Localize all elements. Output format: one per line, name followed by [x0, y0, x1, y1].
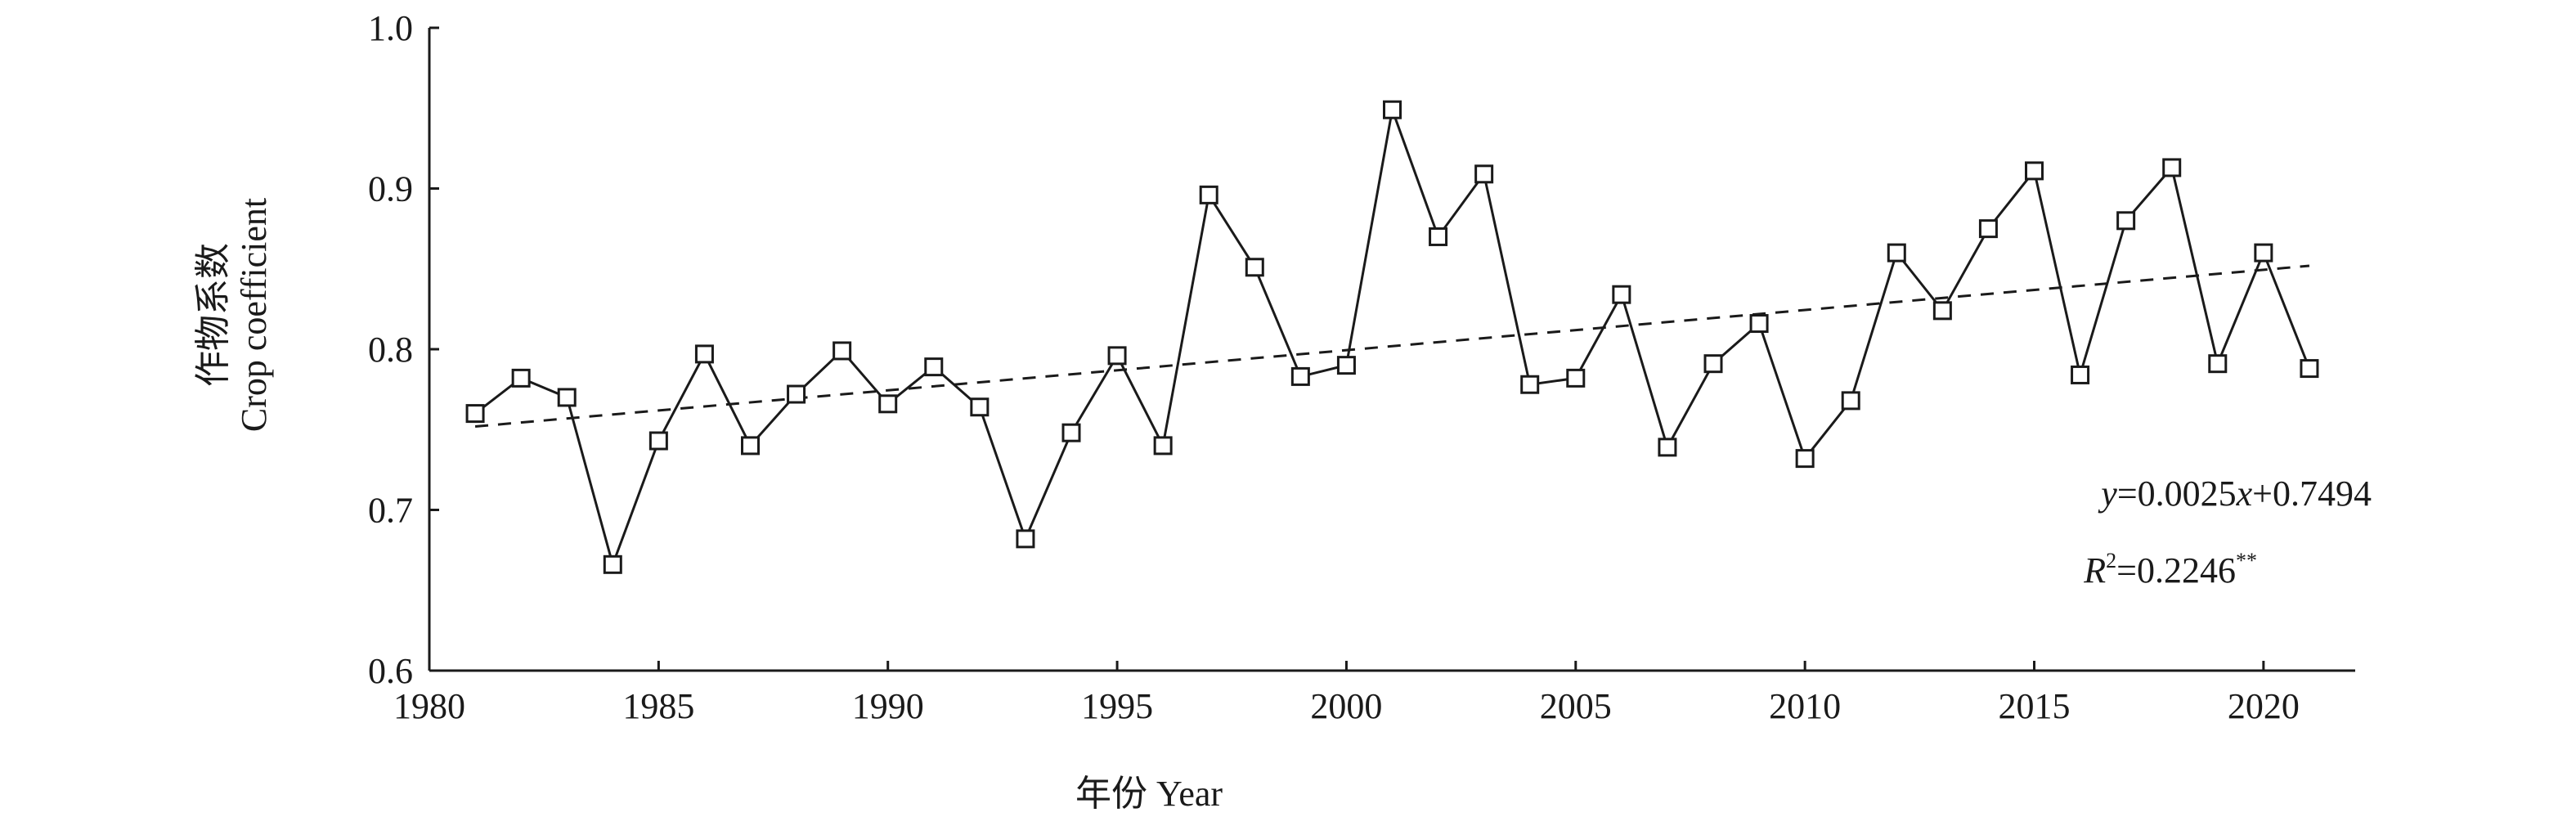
data-point-marker	[1061, 423, 1081, 442]
x-tick-label: 2015	[1999, 686, 2071, 726]
data-point-marker	[2300, 359, 2319, 379]
data-point-marker	[1336, 356, 1356, 375]
data-point-marker	[741, 436, 760, 456]
data-point-marker	[1566, 368, 1586, 388]
data-point-marker	[1153, 436, 1173, 456]
data-point-marker	[1795, 449, 1815, 469]
data-point-marker	[694, 344, 714, 364]
data-point-marker	[2208, 354, 2228, 374]
x-tick-label: 1980	[393, 686, 465, 726]
data-point-marker	[465, 404, 485, 424]
x-tick-label: 2020	[2228, 686, 2300, 726]
y-tick-label: 0.8	[368, 330, 413, 370]
x-axis-label: 年份 Year	[1075, 774, 1223, 814]
y-axis-label-line1: 作物系数	[193, 243, 233, 387]
trendline-group	[474, 264, 2310, 429]
data-point-marker	[787, 384, 806, 404]
data-point-marker	[878, 394, 898, 414]
data-point-marker	[1749, 314, 1769, 334]
data-point-marker	[2025, 161, 2044, 181]
data-point-marker	[1978, 219, 1998, 239]
data-point-marker	[2071, 365, 2090, 384]
data-point-marker	[511, 368, 531, 388]
data-point-marker	[1932, 301, 1952, 321]
trend-equation: y=0.0025x+0.7494	[2098, 474, 2372, 514]
series-group	[465, 100, 2319, 574]
data-point-marker	[1429, 227, 1448, 246]
data-point-marker	[1199, 185, 1218, 204]
x-tick-label: 1985	[622, 686, 694, 726]
data-point-marker	[924, 357, 944, 377]
data-point-marker	[2254, 243, 2273, 263]
x-axis-ticks: 1980 1985 1990 1995 2000 2005 2010 2015 2020	[393, 661, 2300, 726]
data-point-marker	[1290, 366, 1310, 386]
x-tick-label: 2010	[1769, 686, 1841, 726]
data-point-marker	[1383, 100, 1402, 119]
data-point-marker	[832, 341, 852, 361]
trendline	[474, 264, 2310, 429]
axes	[428, 28, 2355, 672]
y-tick-label: 0.6	[368, 651, 413, 691]
data-point-marker	[1107, 346, 1127, 366]
data-point-marker	[1520, 375, 1540, 394]
data-point-marker	[970, 397, 990, 417]
y-tick-label: 0.7	[368, 491, 413, 531]
x-tick-label: 2005	[1540, 686, 1612, 726]
x-tick-label: 1990	[852, 686, 924, 726]
data-point-marker	[2162, 158, 2182, 177]
x-tick-label: 1995	[1081, 686, 1153, 726]
data-point-marker	[1016, 529, 1035, 549]
data-point-marker	[1658, 438, 1677, 457]
data-point-marker	[1703, 354, 1723, 374]
y-axis-label-line2: Crop coefficient	[234, 198, 274, 432]
data-point-marker	[557, 388, 577, 407]
y-tick-label: 0.9	[368, 169, 413, 209]
data-point-marker	[1841, 391, 1860, 411]
data-point-marker	[1612, 285, 1631, 304]
y-axis-ticks: 0.6 0.7 0.8 0.9 1.0	[368, 8, 439, 691]
data-point-marker	[1245, 258, 1264, 277]
data-point-marker	[648, 431, 668, 451]
data-point-marker	[1474, 164, 1494, 184]
data-point-marker	[603, 554, 622, 574]
data-point-marker	[2116, 211, 2136, 231]
x-tick-label: 2000	[1310, 686, 1382, 726]
y-tick-label: 1.0	[368, 8, 413, 48]
trend-r-squared: R2=0.2246**	[2083, 549, 2257, 590]
y-axis-label-group: 作物系数 Crop coefficient	[193, 198, 274, 432]
data-point-marker	[1887, 243, 1906, 263]
